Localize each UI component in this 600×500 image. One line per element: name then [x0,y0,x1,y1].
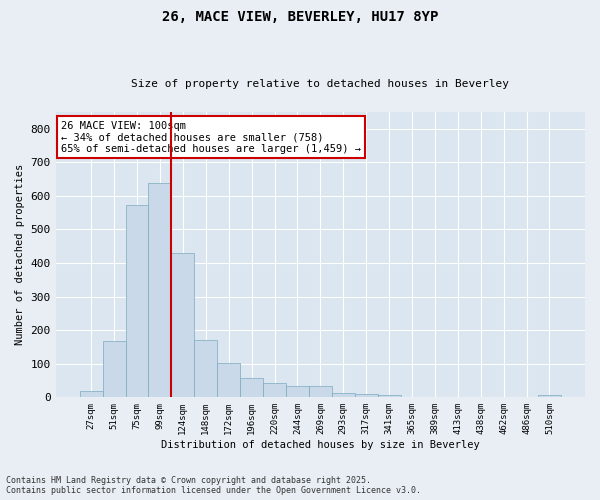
Bar [355,394,377,398]
Text: Contains HM Land Registry data © Crown copyright and database right 2025.
Contai: Contains HM Land Registry data © Crown c… [6,476,421,495]
Bar [125,206,148,398]
Bar [377,396,401,398]
X-axis label: Distribution of detached houses by size in Beverley: Distribution of detached houses by size … [161,440,480,450]
Text: 26 MACE VIEW: 100sqm
← 34% of detached houses are smaller (758)
65% of semi-deta: 26 MACE VIEW: 100sqm ← 34% of detached h… [61,120,361,154]
Bar [240,378,263,398]
Bar [80,392,103,398]
Bar [194,340,217,398]
Bar [309,386,332,398]
Bar [538,395,561,398]
Bar [286,386,309,398]
Bar [217,363,240,398]
Bar [148,183,172,398]
Bar [103,342,125,398]
Title: Size of property relative to detached houses in Beverley: Size of property relative to detached ho… [131,79,509,89]
Bar [332,392,355,398]
Text: 26, MACE VIEW, BEVERLEY, HU17 8YP: 26, MACE VIEW, BEVERLEY, HU17 8YP [162,10,438,24]
Y-axis label: Number of detached properties: Number of detached properties [15,164,25,346]
Bar [263,382,286,398]
Bar [172,253,194,398]
